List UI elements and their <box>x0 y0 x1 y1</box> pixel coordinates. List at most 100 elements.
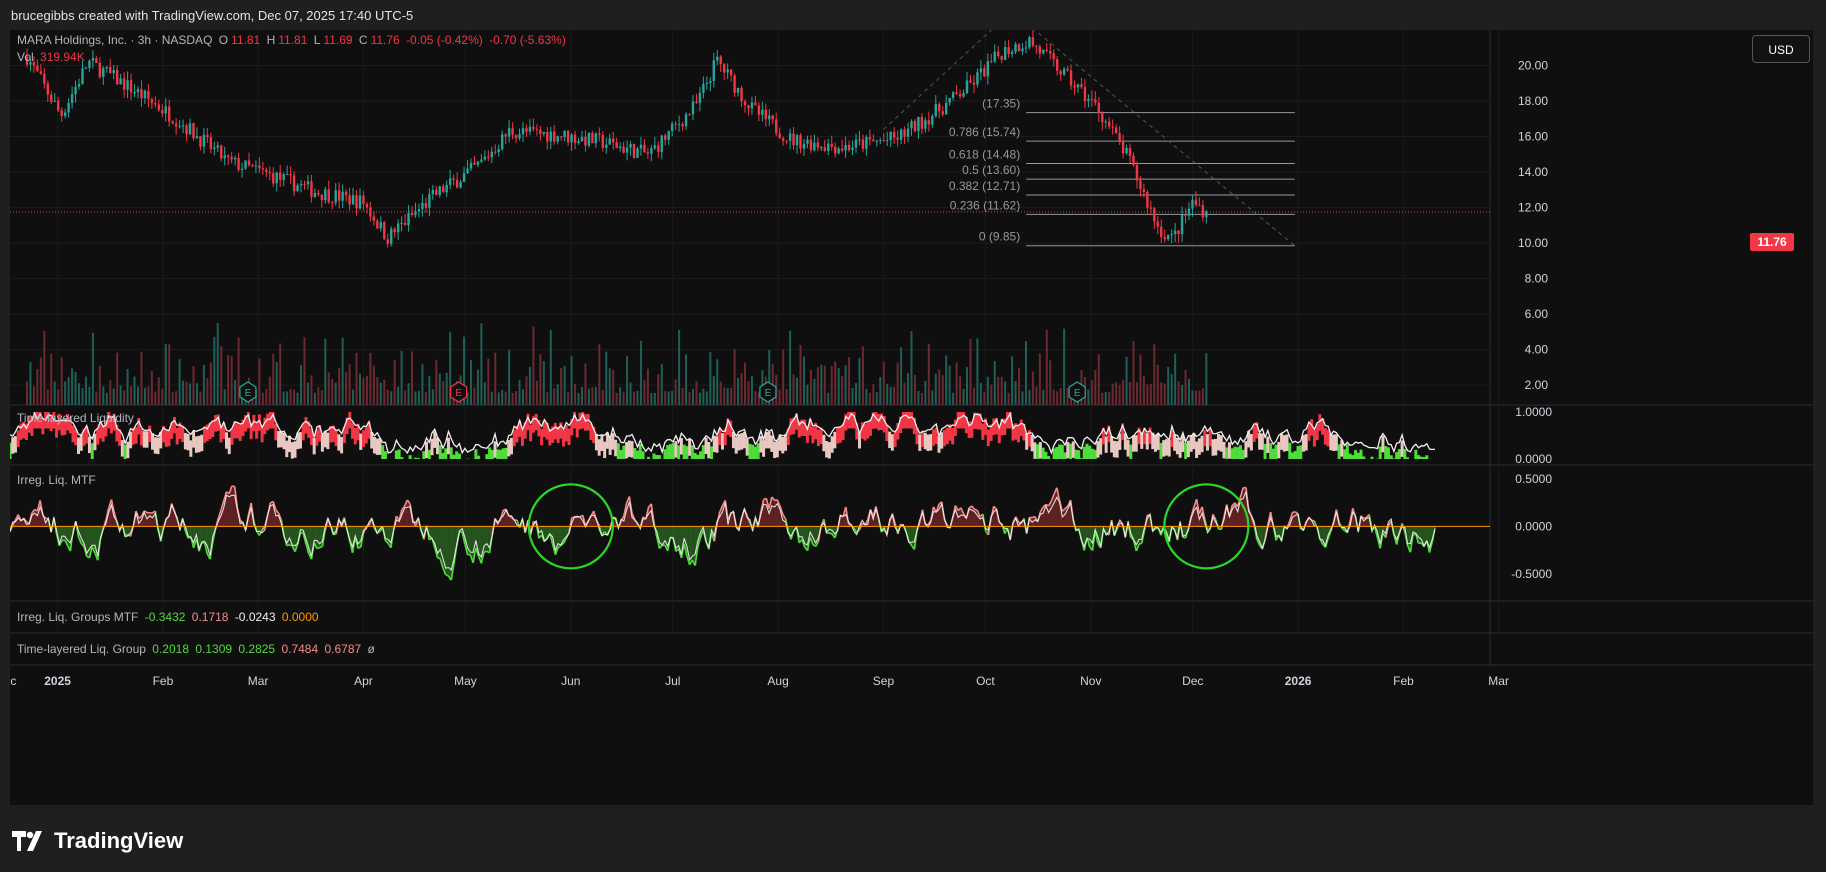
volume-bar <box>678 330 681 405</box>
irreg-line-segment <box>439 558 444 569</box>
candle-body <box>795 135 799 146</box>
tradingview-logo[interactable]: TradingView <box>12 828 183 853</box>
irreg-line-segment <box>976 510 981 518</box>
candle-body <box>1198 204 1201 206</box>
candle-body <box>115 70 119 85</box>
volume-bar <box>501 389 504 405</box>
candle-body <box>1125 147 1128 154</box>
candle-body <box>1135 164 1139 181</box>
chart-svg[interactable]: (17.35) 0.786 (15.74) 0.618 (14.48)0.5 (13… <box>10 30 1813 805</box>
y-tick-label: 16.00 <box>1518 130 1548 144</box>
candle-body <box>965 80 969 94</box>
candle-body <box>872 139 875 142</box>
candle-body <box>1090 98 1094 100</box>
candle-body <box>639 144 643 149</box>
candle-body <box>740 87 743 102</box>
earnings-marker: E <box>1068 381 1086 403</box>
volume-bar <box>587 388 590 405</box>
time-layered-title[interactable]: Time-layered Liquidity <box>17 411 134 425</box>
candle-body <box>480 159 483 162</box>
volume-bar <box>1090 380 1093 405</box>
candle-body <box>469 162 473 169</box>
irreg-line-segment <box>1360 515 1365 519</box>
candle-body <box>1205 211 1208 218</box>
irreg-white-line <box>10 489 1436 572</box>
legend-symbol[interactable]: MARA Holdings, Inc. · 3h · NASDAQ <box>17 33 213 47</box>
candle-body <box>1191 199 1194 209</box>
irreg-line-segment <box>623 503 628 516</box>
irreg-line-segment <box>203 542 209 555</box>
volume-bar <box>633 391 636 405</box>
candle-body <box>63 112 67 117</box>
irreg-line-segment <box>974 508 978 512</box>
candle-body <box>601 134 604 148</box>
candle-body <box>1094 99 1097 103</box>
irreg-line-segment <box>313 542 318 549</box>
candle-body <box>1055 59 1059 71</box>
candle-body <box>563 130 566 138</box>
volume-bar <box>601 389 604 405</box>
candle-body <box>265 169 268 173</box>
volume-bar <box>584 363 587 405</box>
ohlc-legend: MARA Holdings, Inc. · 3h · NASDAQ O 11.81… <box>17 33 569 47</box>
volume-bar <box>580 386 583 405</box>
volume-bar <box>886 383 889 405</box>
currency-button[interactable]: USD <box>1752 35 1810 63</box>
volume-bar <box>563 365 566 405</box>
volume-bar <box>324 338 327 405</box>
volume-bar <box>1101 392 1104 405</box>
candle-body <box>25 56 29 65</box>
volume-bar <box>1205 353 1208 405</box>
candle-body <box>168 106 171 122</box>
irreg-line-segment <box>1349 508 1354 522</box>
y-tick-label: 2.00 <box>1525 378 1549 392</box>
volume-bar <box>185 381 188 405</box>
volume-bar <box>959 376 962 405</box>
candle-body <box>587 132 591 146</box>
candle-body <box>310 181 313 197</box>
candle-body <box>889 131 892 140</box>
irreg-line-segment <box>809 537 814 545</box>
volume-bar <box>515 391 518 405</box>
volume-bar <box>546 392 549 405</box>
volume-bar <box>875 392 878 405</box>
volume-bar <box>50 353 53 405</box>
volume-bar <box>400 350 403 405</box>
candle-body <box>84 67 88 69</box>
irreg-title[interactable]: Irreg. Liq. MTF <box>17 473 96 487</box>
candle-body <box>1184 214 1187 216</box>
volume-bar <box>1018 367 1021 405</box>
volume-bar <box>723 387 726 405</box>
volume-bar <box>393 360 396 405</box>
candle-body <box>1097 102 1101 114</box>
legend-open-label: O <box>218 33 229 47</box>
candle-body <box>990 61 993 63</box>
chart-frame[interactable]: (17.35) 0.786 (15.74) 0.618 (14.48) 0.5 (13… <box>10 30 1813 805</box>
time-group-label[interactable]: Time-layered Liq. Group <box>17 642 146 656</box>
volume-bar <box>490 391 493 405</box>
candle-body <box>258 165 261 169</box>
candle-body <box>1087 98 1090 101</box>
irreg-line-segment <box>209 541 214 560</box>
irreg-line-segment <box>289 544 293 547</box>
candle-body <box>431 189 435 195</box>
volume-bar <box>1000 376 1003 405</box>
volume-bar <box>646 368 649 405</box>
volume-bar <box>823 365 826 405</box>
volume-bar <box>542 361 545 405</box>
volume-bar <box>476 369 479 405</box>
x-tick-label: 2026 <box>1285 674 1312 688</box>
candle-body <box>1014 44 1017 52</box>
irreg-line-segment <box>258 529 263 536</box>
irreg-line-segment <box>680 543 685 558</box>
candle-body <box>733 75 736 93</box>
volume-bar <box>934 373 937 405</box>
candle-body <box>931 115 934 125</box>
irreg-line-segment <box>1253 524 1258 540</box>
candle-body <box>60 110 63 117</box>
irreg-line-segment <box>650 503 655 523</box>
volume-bar <box>1132 341 1135 405</box>
groups-label[interactable]: Irreg. Liq. Groups MTF <box>17 610 139 624</box>
volume-bar <box>1045 329 1048 405</box>
candle-body <box>206 134 209 138</box>
